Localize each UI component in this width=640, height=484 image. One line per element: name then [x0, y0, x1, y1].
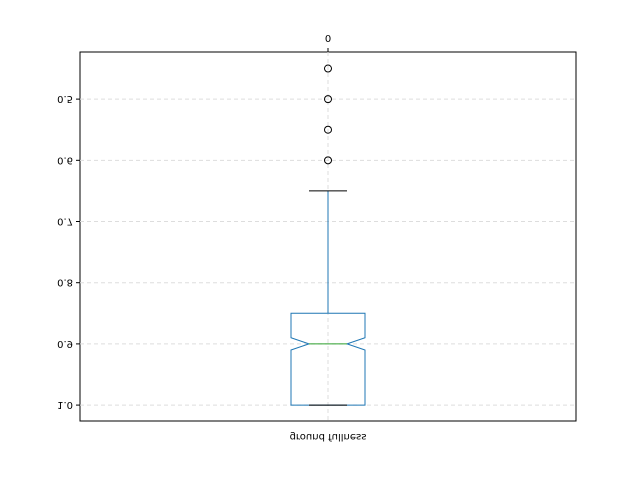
y-tick-label: 1.0: [57, 399, 73, 410]
y-tick-label: 0.6: [57, 154, 73, 165]
box: [290, 312, 366, 406]
flier: [324, 125, 332, 134]
y-tick-label: 0.9: [57, 338, 73, 349]
flier: [324, 156, 332, 165]
x-tick-label: 0: [325, 32, 331, 43]
y-tick-label: 0.5: [57, 93, 73, 104]
flier: [324, 95, 332, 104]
chart-title: ground fullness: [290, 431, 367, 442]
y-tick-label: 0.8: [57, 277, 73, 288]
y-tick-label: 0.7: [57, 216, 73, 227]
flier: [324, 64, 332, 73]
